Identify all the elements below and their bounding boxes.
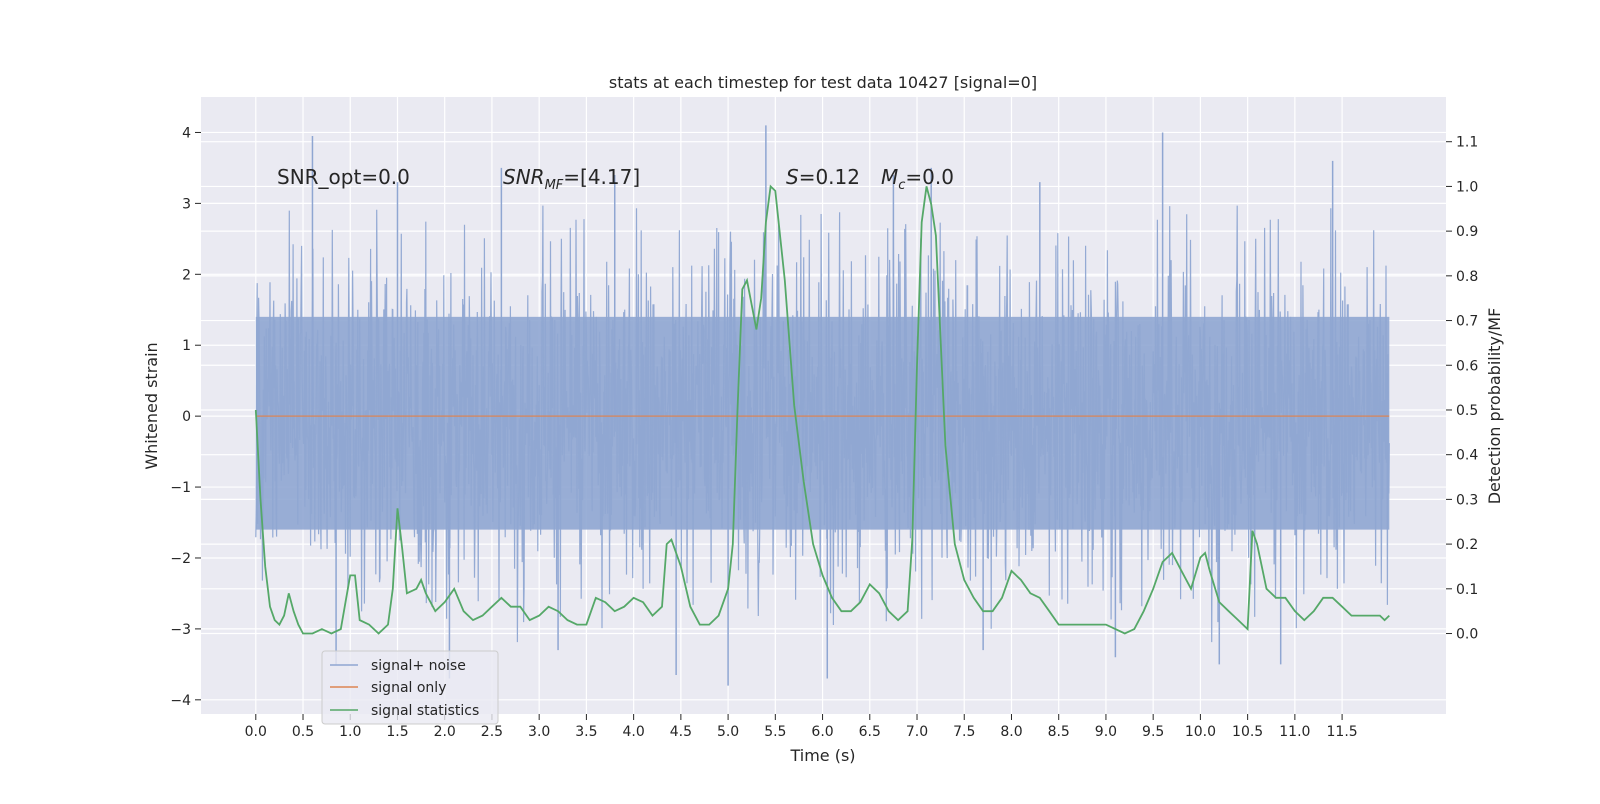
y-left-tick-label: 3 [182, 196, 191, 212]
y-right-tick-label: 0.5 [1456, 403, 1478, 419]
y-right-tick-label: 0.4 [1456, 448, 1478, 464]
y-right-tick-label: 0.3 [1456, 492, 1478, 508]
y-left-tick-label: −4 [170, 693, 191, 709]
y-right-tick-label: 0.8 [1456, 269, 1478, 285]
annotation-mc-value: =0.0 [905, 165, 954, 189]
x-tick-label: 9.0 [1095, 724, 1117, 740]
legend-label-signal-statistics: signal statistics [371, 703, 479, 719]
x-tick-label: 3.0 [528, 724, 550, 740]
y-right-tick-label: 0.7 [1456, 314, 1478, 330]
x-tick-label: 0.5 [292, 724, 314, 740]
x-tick-label: 2.0 [434, 724, 456, 740]
y-right-tick-label: 0.2 [1456, 537, 1478, 553]
x-tick-label: 0.0 [245, 724, 267, 740]
y-left-tick-label: −3 [170, 622, 191, 638]
x-tick-label: 11.5 [1327, 724, 1358, 740]
y-right-tick-label: 0.1 [1456, 582, 1478, 598]
chart-title: stats at each timestep for test data 104… [609, 73, 1037, 92]
y-left-axis-label: Whitened strain [142, 342, 161, 469]
y-left-axis-ticks: −4 −3 −2 −1 0 1 2 3 4 [170, 125, 201, 709]
annotation-s-value: =0.12 [799, 165, 860, 189]
legend-label-signal-noise: signal+ noise [371, 658, 466, 674]
signal-noise-line [255, 205, 1390, 643]
x-axis-ticks: 0.0 0.5 1.0 1.5 2.0 2.5 3.0 3.5 4.0 4.5 5.0 5.5 6.0 6… [245, 714, 1358, 740]
x-tick-label: 5.0 [717, 724, 739, 740]
x-tick-label: 7.5 [953, 724, 975, 740]
signal-noise-series [255, 125, 1390, 686]
y-right-tick-label: 0.9 [1456, 224, 1478, 240]
x-tick-label: 4.5 [670, 724, 692, 740]
x-tick-label: 10.5 [1232, 724, 1263, 740]
legend: signal+ noise signal only signal statist… [321, 650, 499, 725]
y-left-tick-label: 4 [182, 125, 191, 141]
x-tick-label: 6.0 [811, 724, 833, 740]
annotation-snr-mf: SNRMF=[4.17] [503, 165, 640, 193]
signal-statistics-line [254, 184, 1390, 635]
x-tick-label: 6.5 [859, 724, 881, 740]
annotation-snr-opt: SNR_opt=0.0 [277, 165, 410, 189]
annotation-s: S=0.12 [786, 165, 860, 189]
x-tick-label: 10.0 [1185, 724, 1216, 740]
y-right-axis-ticks: 0.0 0.1 0.2 0.3 0.4 0.5 0.6 0.7 0.8 0.9 1.0 1.1 [1446, 135, 1478, 643]
x-tick-label: 7.0 [906, 724, 928, 740]
y-right-axis-label: Detection probability/MF [1485, 308, 1504, 505]
y-left-tick-label: 0 [182, 409, 191, 425]
annotation-mc: Mc=0.0 [881, 165, 954, 193]
annotation-mc-symbol: M [881, 165, 898, 189]
x-axis-label: Time (s) [789, 746, 855, 765]
x-tick-label: 4.0 [622, 724, 644, 740]
x-tick-label: 5.5 [764, 724, 786, 740]
x-tick-label: 1.0 [339, 724, 361, 740]
y-right-tick-label: 1.1 [1456, 135, 1478, 151]
y-right-tick-label: 0.6 [1456, 358, 1478, 374]
legend-label-signal-only: signal only [371, 680, 446, 696]
x-tick-label: 2.5 [481, 724, 503, 740]
x-tick-label: 3.5 [575, 724, 597, 740]
annotation-s-symbol: S [786, 165, 799, 189]
annotation-snr-mf-value: =[4.17] [563, 165, 640, 189]
y-right-tick-label: 1.0 [1456, 179, 1478, 195]
annotation-snr-mf-subscript: MF [545, 178, 564, 193]
x-tick-label: 9.5 [1142, 724, 1164, 740]
signal-statistics-series [254, 184, 1390, 635]
x-tick-label: 8.5 [1048, 724, 1070, 740]
x-tick-label: 11.0 [1279, 724, 1310, 740]
y-left-tick-label: −1 [170, 480, 191, 496]
annotation-mc-subscript: c [898, 178, 905, 193]
x-tick-label: 1.5 [386, 724, 408, 740]
annotation-snr-mf-symbol: SNR [503, 165, 545, 189]
y-left-tick-label: 1 [182, 338, 191, 354]
y-left-tick-label: −2 [170, 551, 191, 567]
legend-box [321, 650, 499, 725]
y-left-tick-label: 2 [182, 267, 191, 283]
x-tick-label: 8.0 [1000, 724, 1022, 740]
y-right-tick-label: 0.0 [1456, 627, 1478, 643]
